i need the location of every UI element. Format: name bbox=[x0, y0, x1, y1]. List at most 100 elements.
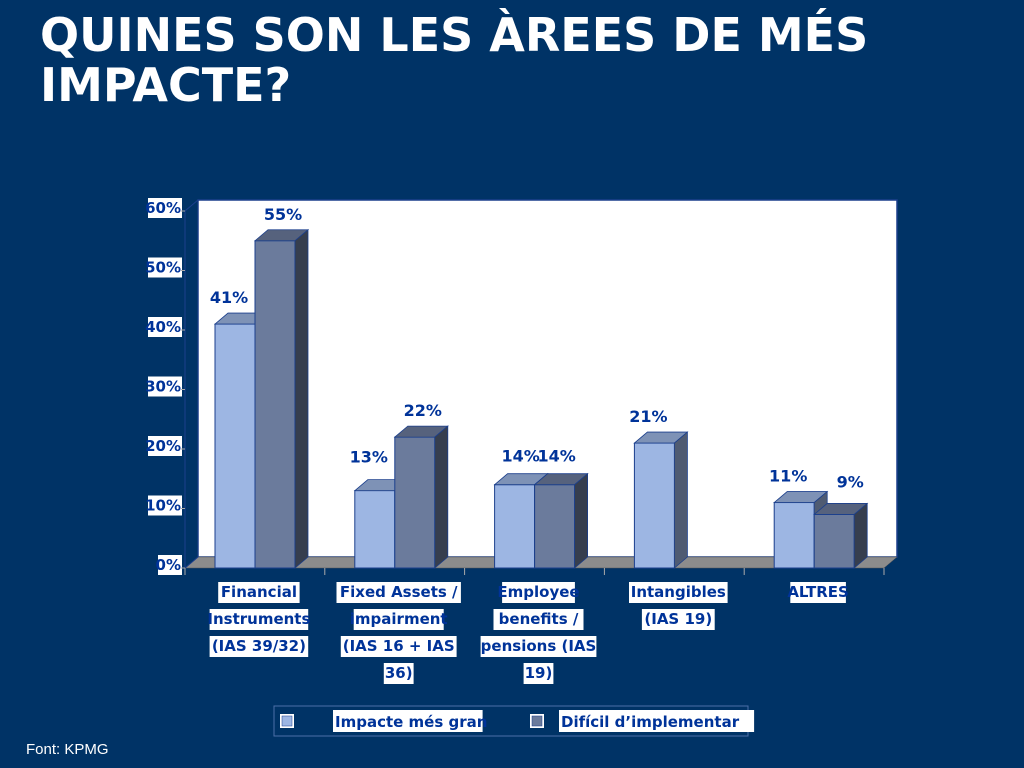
y-tick-text: 40% bbox=[145, 318, 181, 336]
x-category-label: benefits / bbox=[493, 609, 584, 630]
x-category-label: ALTRES bbox=[787, 582, 849, 603]
x-category-label: Fixed Assets / bbox=[336, 582, 461, 603]
y-tick-text: 60% bbox=[145, 199, 181, 217]
bar-front bbox=[773, 502, 815, 569]
bar-front bbox=[394, 436, 436, 569]
bar-2 bbox=[393, 425, 449, 569]
x-category-label-box bbox=[340, 636, 457, 657]
data-label: 11% bbox=[769, 467, 807, 486]
chart-legend: Impacte més gran Difícil d’implementar bbox=[273, 705, 755, 737]
x-category-label: impairment bbox=[350, 609, 448, 630]
x-category-label-box bbox=[336, 582, 461, 603]
y-tick-label: 10% bbox=[145, 495, 182, 516]
x-category-label-box bbox=[209, 636, 309, 657]
x-category-label: 36) bbox=[383, 663, 414, 684]
x-category-text: ALTRES bbox=[787, 583, 849, 601]
x-category-text: Instruments bbox=[207, 610, 310, 628]
x-category-label-box bbox=[502, 582, 575, 603]
legend-label-box bbox=[559, 710, 755, 732]
bar-front bbox=[354, 490, 396, 569]
y-tick-text: 30% bbox=[145, 378, 181, 396]
bar-side bbox=[574, 472, 588, 569]
x-category-text: benefits / bbox=[499, 610, 579, 628]
y-tick-label-box bbox=[148, 198, 182, 218]
y-tick-label: 60% bbox=[145, 198, 182, 218]
legend-label: Impacte més gran bbox=[335, 713, 487, 731]
x-category-label-box bbox=[480, 636, 597, 657]
data-label: 13% bbox=[350, 448, 388, 467]
x-category-label: 19) bbox=[523, 663, 554, 684]
bar-front bbox=[534, 484, 576, 569]
x-category-text: 36) bbox=[385, 664, 413, 682]
y-tick-label-box bbox=[148, 495, 182, 516]
y-tick-label: 40% bbox=[145, 317, 182, 337]
bar-side bbox=[434, 425, 449, 569]
x-category-text: impairment bbox=[350, 610, 448, 628]
x-category-text: (IAS 16 + IAS bbox=[343, 637, 455, 655]
bar-2 bbox=[253, 228, 310, 569]
y-tick-text: 10% bbox=[145, 497, 181, 515]
data-label: 22% bbox=[404, 401, 442, 420]
bar-2 bbox=[813, 502, 869, 569]
bar-front bbox=[633, 442, 675, 569]
x-category-label-box bbox=[493, 609, 584, 630]
data-label: 41% bbox=[210, 288, 248, 307]
y-tick-label-box bbox=[148, 257, 182, 278]
x-category-label-box bbox=[383, 663, 414, 684]
y-tick-text: 0% bbox=[156, 556, 181, 574]
y-tick-label: 50% bbox=[145, 257, 182, 278]
x-category-label: Financial bbox=[218, 582, 300, 603]
data-label: 14% bbox=[501, 447, 539, 466]
x-category-label: Instruments bbox=[207, 609, 310, 630]
bar-1 bbox=[633, 431, 689, 569]
x-category-text: Intangibles bbox=[631, 583, 726, 601]
data-label: 14% bbox=[537, 447, 575, 466]
x-category-label-box bbox=[209, 609, 309, 630]
x-category-label-box bbox=[629, 582, 728, 603]
x-category-text: pensions (IAS bbox=[481, 637, 597, 655]
y-tick-label: 0% bbox=[156, 555, 182, 575]
x-category-text: (IAS 39/32) bbox=[212, 637, 306, 655]
x-category-text: (IAS 19) bbox=[644, 610, 712, 628]
data-label: 21% bbox=[629, 407, 667, 426]
x-category-text: 19) bbox=[525, 664, 553, 682]
x-category-label: Intangibles bbox=[629, 582, 728, 603]
x-category-label: pensions (IAS bbox=[480, 636, 597, 657]
bar-front bbox=[254, 240, 296, 569]
x-category-label-box bbox=[790, 582, 846, 603]
bar-front bbox=[214, 323, 256, 569]
bar-front bbox=[813, 513, 855, 569]
x-category-text: Employee bbox=[497, 583, 579, 601]
x-category-label: (IAS 16 + IAS bbox=[340, 636, 457, 657]
x-category-label: (IAS 39/32) bbox=[209, 636, 309, 657]
y-tick-label-box bbox=[158, 555, 182, 575]
bar-2 bbox=[533, 472, 589, 569]
x-category-text: Fixed Assets / bbox=[340, 583, 458, 601]
x-category-label: (IAS 19) bbox=[641, 609, 715, 630]
bar-side bbox=[674, 431, 688, 569]
legend-label-box bbox=[333, 710, 483, 732]
y-tick-text: 20% bbox=[145, 437, 181, 455]
bar-front bbox=[494, 484, 536, 569]
y-tick-text: 50% bbox=[145, 259, 181, 277]
y-tick-label-box bbox=[148, 317, 182, 337]
x-category-label-box bbox=[353, 609, 444, 630]
data-label: 9% bbox=[837, 472, 864, 491]
y-tick-label-box bbox=[148, 436, 182, 456]
y-tick-label-box bbox=[148, 376, 182, 397]
x-category-label: Employee bbox=[497, 582, 580, 603]
chart-side-wall bbox=[184, 198, 199, 570]
x-category-label-box bbox=[218, 582, 300, 603]
legend-swatch bbox=[281, 715, 293, 727]
x-category-label-box bbox=[641, 609, 715, 630]
y-tick-label: 30% bbox=[145, 376, 182, 397]
legend-label: Difícil d’implementar bbox=[561, 713, 740, 731]
bar-side bbox=[853, 502, 868, 569]
bar-side bbox=[294, 228, 309, 569]
source-note: Font: KPMG bbox=[26, 741, 109, 758]
data-label: 55% bbox=[264, 205, 302, 224]
slide-title: QUINES SON LES ÀREES DE MÉS IMPACTE? bbox=[40, 8, 869, 112]
x-category-text: Financial bbox=[221, 583, 297, 601]
x-category-label-box bbox=[523, 663, 554, 684]
